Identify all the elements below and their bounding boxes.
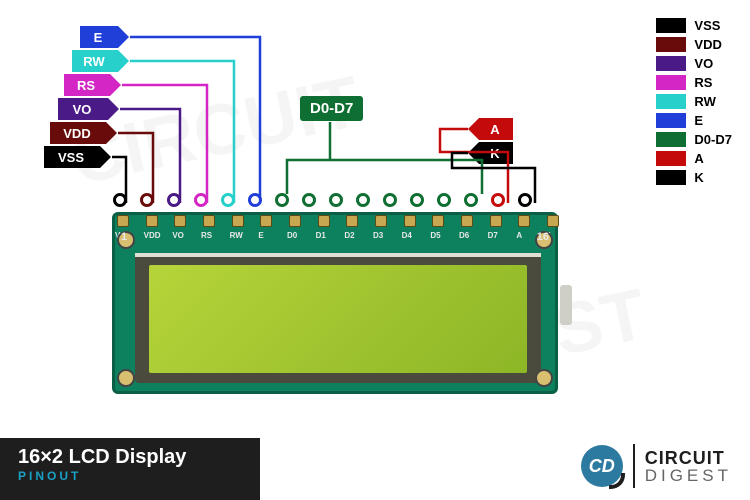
pin-hole-vdd [140, 193, 154, 207]
pcb-pin-label: D2 [344, 231, 354, 240]
legend-label: RS [694, 75, 712, 90]
legend-row: VO [656, 56, 732, 71]
legend-swatch [656, 170, 686, 185]
pin-tag-e: E [80, 26, 129, 48]
pin-hole-d0 [275, 193, 289, 207]
brand-badge: CD [581, 445, 623, 487]
pin-hole-rw [221, 193, 235, 207]
d0-d7-tag: D0-D7 [300, 96, 363, 121]
legend-label: VDD [694, 37, 721, 52]
pcb-pin-label: D6 [459, 231, 469, 240]
legend-row: E [656, 113, 732, 128]
legend-swatch [656, 18, 686, 33]
pin-hole-d1 [302, 193, 316, 207]
pcb-pin-label: D0 [287, 231, 297, 240]
pin-hole-e [248, 193, 262, 207]
pcb-pin-label: RS [201, 231, 212, 240]
legend: VSS VDD VO RS RW E D0-D7 AK [656, 18, 732, 189]
legend-row: VDD [656, 37, 732, 52]
legend-swatch [656, 75, 686, 90]
pcb-pin-label: RW [230, 231, 243, 240]
pcb-pin-label: VO [172, 231, 184, 240]
legend-row: VSS [656, 18, 732, 33]
legend-label: A [694, 151, 703, 166]
pin-hole-vo [167, 193, 181, 207]
legend-label: E [694, 113, 703, 128]
pin-hole-vss [113, 193, 127, 207]
pcb-pin-label: VDD [144, 231, 161, 240]
legend-label: RW [694, 94, 715, 109]
pin-hole-d2 [329, 193, 343, 207]
pin-hole-d4 [383, 193, 397, 207]
legend-row: D0-D7 [656, 132, 732, 147]
legend-swatch [656, 56, 686, 71]
legend-label: K [694, 170, 703, 185]
pin-tag-a: A [468, 118, 513, 140]
pcb-pin-label: E [258, 231, 263, 240]
legend-label: VSS [694, 18, 720, 33]
legend-swatch [656, 151, 686, 166]
pin-hole-d6 [437, 193, 451, 207]
legend-swatch [656, 113, 686, 128]
pcb-pin-label: D7 [488, 231, 498, 240]
pcb-pin-label: D4 [402, 231, 412, 240]
brand-name: CIRCUIT [645, 449, 732, 467]
legend-swatch [656, 37, 686, 52]
legend-swatch [656, 132, 686, 147]
pcb-pin-label: D1 [316, 231, 326, 240]
page-title: 16×2 LCD Display [18, 446, 242, 469]
pin-hole-rs [194, 193, 208, 207]
legend-label: VO [694, 56, 713, 71]
pin-tag-rs: RS [64, 74, 121, 96]
pcb-pin-label: A [516, 231, 522, 240]
legend-row: A [656, 151, 732, 166]
lcd-pcb: VSSVDDVORSRWED0D1D2D3D4D5D6D7AK 1 16 [112, 212, 558, 394]
pin-hole-d3 [356, 193, 370, 207]
pin-tag-vdd: VDD [50, 122, 117, 144]
legend-label: D0-D7 [694, 132, 732, 147]
pin-tag-vss: VSS [44, 146, 111, 168]
brand-logo: CD CIRCUIT DIGEST [581, 444, 732, 488]
pin-tag-vo: VO [58, 98, 119, 120]
footer-title-bar: 16×2 LCD Display PINOUT [0, 438, 260, 500]
legend-row: RW [656, 94, 732, 109]
page-subtitle: PINOUT [18, 469, 242, 483]
pin-hole-k [518, 193, 532, 207]
pin-tag-rw: RW [72, 50, 129, 72]
legend-row: RS [656, 75, 732, 90]
pin-hole-d5 [410, 193, 424, 207]
pin-hole-a [491, 193, 505, 207]
legend-row: K [656, 170, 732, 185]
pin-hole-d7 [464, 193, 478, 207]
pin-tag-k: K [468, 142, 513, 164]
pcb-pin-label: D3 [373, 231, 383, 240]
brand-sub: DIGEST [645, 467, 732, 484]
pcb-pin-label: D5 [430, 231, 440, 240]
legend-swatch [656, 94, 686, 109]
